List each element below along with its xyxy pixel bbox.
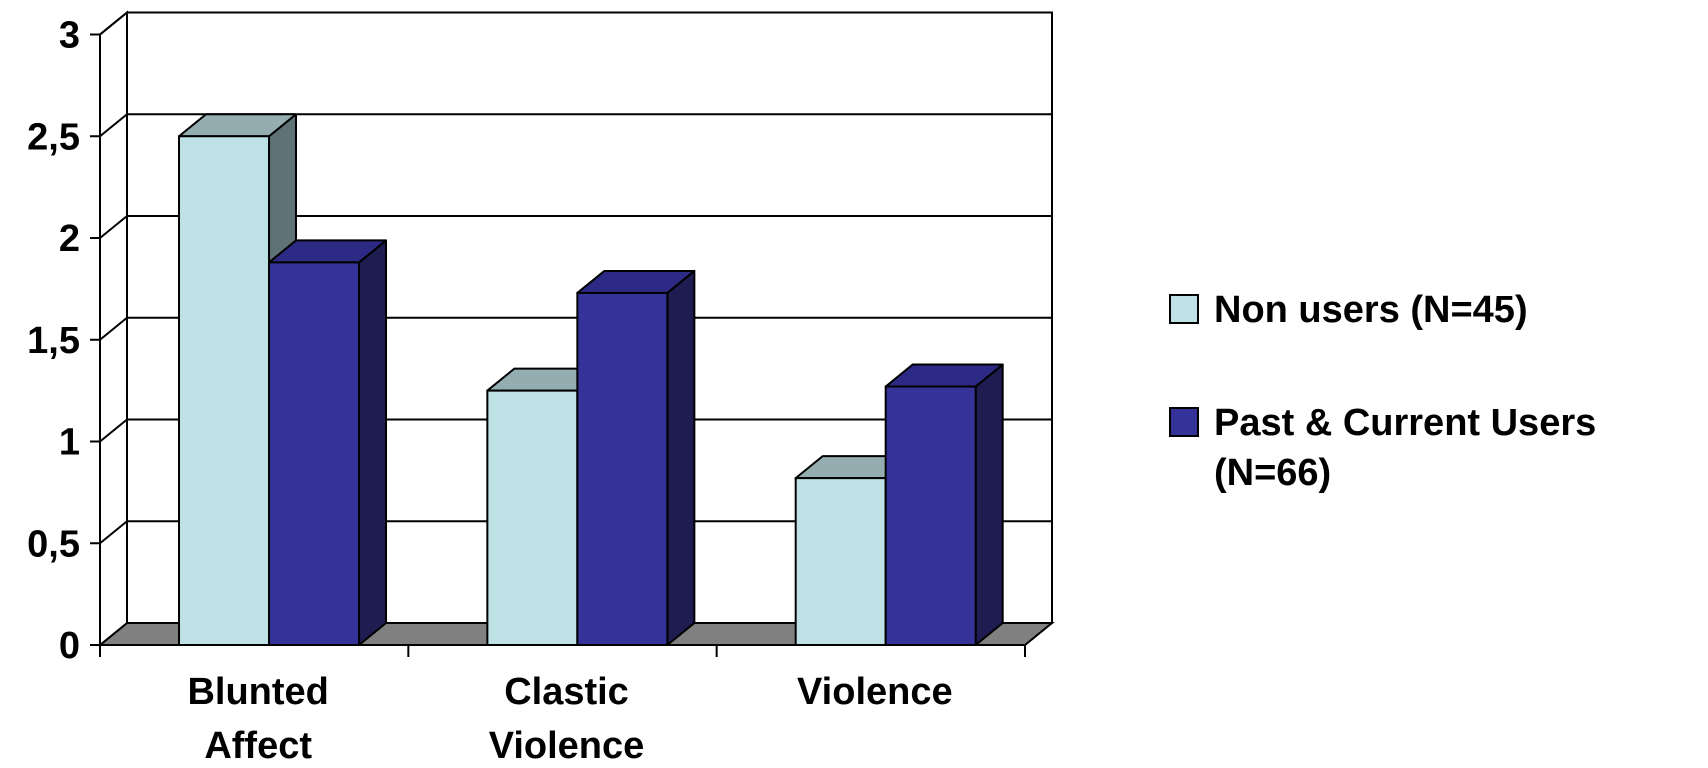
bar-side-face xyxy=(666,269,696,646)
gridline-diagonal xyxy=(99,215,128,239)
y-tick-label: 3 xyxy=(59,15,80,57)
legend-item: Past & Current Users (N=66) xyxy=(1169,402,1596,494)
bar-front-face xyxy=(268,261,361,646)
x-category-label-line: Clastic xyxy=(504,671,629,713)
bar-front-face xyxy=(486,389,579,646)
legend-label: Past & Current Users (N=66) xyxy=(1214,402,1596,494)
bar-side-face xyxy=(358,239,388,646)
gridline-diagonal xyxy=(99,11,128,36)
x-category-label: Violence xyxy=(797,671,953,713)
bar-front-face xyxy=(178,135,271,646)
bar xyxy=(268,239,388,646)
legend-label-line: Non users (N=45) xyxy=(1214,289,1528,331)
y-tick-label: 0 xyxy=(59,625,80,667)
legend-swatch xyxy=(1169,407,1199,437)
y-tick-label: 0,5 xyxy=(27,523,80,565)
bar-front-face xyxy=(884,385,977,646)
bar-front-face xyxy=(794,477,887,646)
bar-side-face xyxy=(974,363,1004,646)
y-tick-label: 2 xyxy=(59,218,80,260)
y-axis-tick-labels: 0 0,5 1 1,5 2 2,5 3 xyxy=(27,15,80,668)
gridline-diagonal xyxy=(99,520,128,545)
legend-label-line: Past & Current Users xyxy=(1214,402,1596,444)
y-tick-label: 1,5 xyxy=(27,320,80,362)
bar-front-face xyxy=(576,291,669,646)
legend: Non users (N=45) Past & Current Users (N=6… xyxy=(1169,289,1596,494)
x-category-label-line: Blunted xyxy=(187,671,328,713)
y-tick-label: 1 xyxy=(59,422,80,464)
x-axis-category-labels: Blunted Affect Clastic Violence Violence xyxy=(187,671,952,767)
legend-swatch xyxy=(1169,294,1199,324)
bar xyxy=(576,269,696,646)
gridline-diagonal xyxy=(99,113,128,138)
legend-label: Non users (N=45) xyxy=(1214,289,1528,331)
x-category-label: Clastic Violence xyxy=(489,671,645,767)
legend-label-line: (N=66) xyxy=(1214,452,1331,494)
bars xyxy=(178,113,1004,646)
bar xyxy=(884,363,1004,646)
x-category-label-line: Violence xyxy=(489,725,645,767)
legend-item: Non users (N=45) xyxy=(1169,289,1528,331)
gridline-diagonal xyxy=(99,418,128,443)
y-tick-label: 2,5 xyxy=(27,116,80,158)
x-category-label-line: Violence xyxy=(797,671,953,713)
x-category-label-line: Affect xyxy=(204,725,312,767)
x-category-label: Blunted Affect xyxy=(187,671,328,767)
gridline-diagonal xyxy=(99,316,128,341)
